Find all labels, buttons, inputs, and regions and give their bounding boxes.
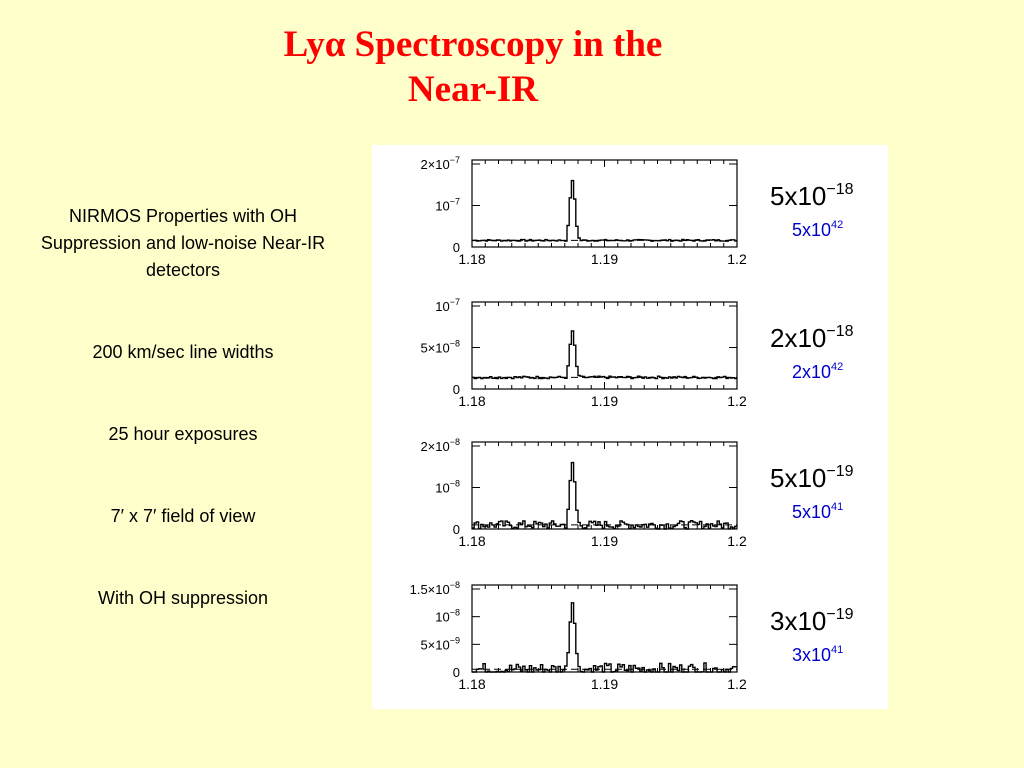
- spectrum-line: [472, 330, 737, 380]
- x-tick-label: 1.18: [458, 676, 485, 692]
- slide-title-line-2: Near-IR: [407, 69, 539, 110]
- bullet-oh-suppression: With OH suppression: [97, 588, 269, 608]
- spectrum-chart-3: 1.18 1.19 1.2 0 10−8 2×10−8 5x10−19 5x1041: [420, 437, 853, 549]
- y-tick-label: 2×10−7: [420, 155, 460, 172]
- spectrum-line: [472, 602, 737, 673]
- x-tick-label: 1.18: [458, 533, 485, 549]
- spectrum-chart-2: 1.18 1.19 1.2 0 5×10−8 10−7 2x10−18 2x1042: [420, 297, 853, 409]
- y-tick-label: 0: [453, 665, 460, 680]
- spectrum-line: [472, 461, 737, 530]
- slide-title-line-1: Lyα Spectroscopy in the: [283, 24, 663, 65]
- spectra-panel: 1.18 1.19 1.2 0 10−7 2×10−7 5x10−18 5x1042 1.18 1…: [372, 145, 888, 709]
- y-tick-label: 10−7: [435, 197, 460, 214]
- x-tick-label: 1.19: [591, 251, 618, 267]
- y-tick-label: 10−8: [435, 479, 460, 496]
- y-tick-label: 2×10−8: [420, 437, 460, 454]
- y-tick-label: 5×10−8: [420, 339, 460, 356]
- luminosity-label: 5x1041: [792, 501, 843, 522]
- x-tick-label: 1.2: [727, 676, 747, 692]
- plot-frame: [471, 584, 738, 673]
- spectrum-line: [472, 179, 737, 242]
- luminosity-label: 5x1042: [792, 219, 843, 240]
- plot-frame: [471, 159, 738, 248]
- y-tick-label: 10−7: [435, 297, 460, 314]
- slide-title: Lyα Spectroscopy in the Near-IR: [100, 22, 846, 112]
- x-tick-label: 1.19: [591, 533, 618, 549]
- y-tick-label: 0: [453, 522, 460, 537]
- x-tick-label: 1.19: [591, 676, 618, 692]
- x-tick-label: 1.2: [727, 393, 747, 409]
- x-tick-label: 1.18: [458, 251, 485, 267]
- x-tick-label: 1.19: [591, 393, 618, 409]
- luminosity-label: 3x1041: [792, 644, 843, 665]
- flux-label: 5x10−19: [770, 463, 854, 493]
- bullet-field-of-view: 7′ x 7′ field of view: [110, 506, 256, 526]
- luminosity-label: 2x1042: [792, 361, 843, 382]
- bullet-nirmos-properties: NIRMOS Properties with OH Suppression an…: [40, 206, 326, 280]
- spectrum-chart-4: 1.18 1.19 1.2 0 5×10−9 10−8 1.5×10−8 3x10−19 3x1…: [410, 580, 854, 692]
- y-tick-label: 5×10−9: [420, 635, 460, 652]
- plot-frame: [471, 441, 738, 530]
- bullet-line-widths: 200 km/sec line widths: [92, 342, 274, 362]
- x-tick-label: 1.2: [727, 251, 747, 267]
- bullet-exposures: 25 hour exposures: [108, 424, 258, 444]
- x-tick-label: 1.2: [727, 533, 747, 549]
- y-tick-label: 0: [453, 240, 460, 255]
- y-tick-label: 0: [453, 382, 460, 397]
- y-tick-label: 10−8: [435, 608, 460, 625]
- flux-label: 2x10−18: [770, 323, 854, 353]
- x-tick-label: 1.18: [458, 393, 485, 409]
- y-tick-label: 1.5×10−8: [410, 580, 460, 597]
- flux-label: 3x10−19: [770, 606, 854, 636]
- flux-label: 5x10−18: [770, 181, 854, 211]
- spectrum-chart-1: 1.18 1.19 1.2 0 10−7 2×10−7 5x10−18 5x1042: [420, 155, 853, 267]
